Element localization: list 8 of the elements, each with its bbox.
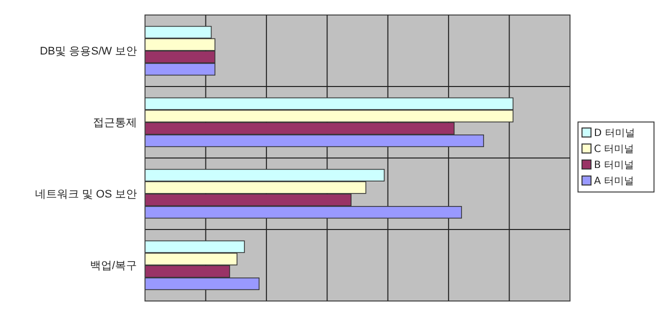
legend-label: B 터미널 xyxy=(594,160,634,171)
legend-label: A 터미널 xyxy=(594,176,634,187)
y-tick-label: 네트워크 및 OS 보안 xyxy=(34,188,137,200)
y-tick-label: 백업/복구 xyxy=(90,260,137,272)
y-tick-label: DB및 응용S/W 보안 xyxy=(40,45,137,58)
legend-label: D 터미널 xyxy=(594,128,635,139)
y-tick-label: 접근통제 xyxy=(93,116,137,129)
legend-label: C 터미널 xyxy=(594,144,634,155)
